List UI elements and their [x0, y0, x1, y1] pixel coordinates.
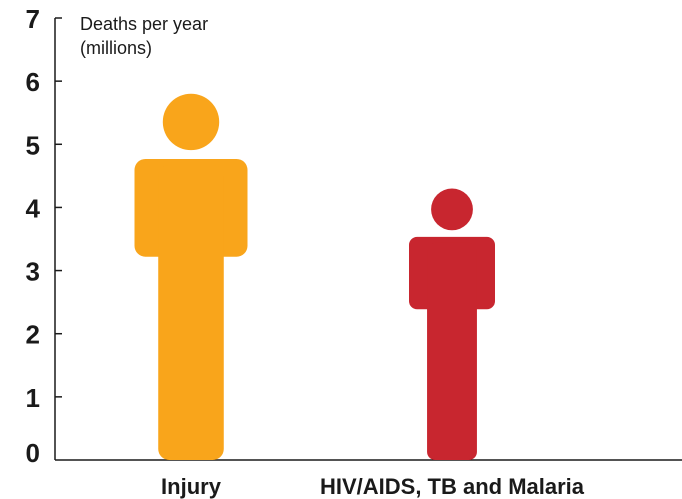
y-tick-label: 3 [26, 257, 40, 287]
y-axis-label-line-2: (millions) [80, 38, 152, 58]
y-ticks: 0 1 2 3 4 5 6 7 [26, 4, 62, 468]
y-tick-label: 6 [26, 67, 40, 97]
person-legs [427, 242, 477, 460]
y-tick-label: 4 [26, 193, 41, 223]
y-axis-label-line-1: Deaths per year [80, 14, 208, 34]
person-head [162, 93, 220, 151]
y-tick-label: 2 [26, 320, 40, 350]
y-tick-label: 7 [26, 4, 40, 34]
person-bar-2 [409, 188, 495, 460]
category-label: Injury [161, 474, 222, 499]
category-labels: Injury HIV/AIDS, TB and Malaria [161, 474, 585, 499]
person-bar-1 [134, 93, 248, 460]
y-tick-label: 0 [26, 438, 40, 468]
chart-marks [134, 93, 495, 460]
y-tick-label: 5 [26, 130, 40, 160]
category-label: HIV/AIDS, TB and Malaria [320, 474, 585, 499]
y-tick-label: 1 [26, 383, 40, 413]
person-legs [158, 164, 224, 460]
y-axis: 0 1 2 3 4 5 6 7 [26, 4, 62, 468]
person-head [431, 188, 473, 231]
